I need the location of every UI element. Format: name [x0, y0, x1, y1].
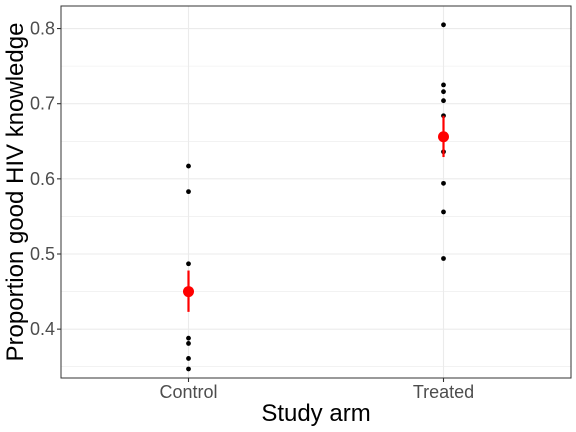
data-point [186, 341, 191, 346]
data-point [441, 209, 446, 215]
y-axis-ticks: 0.4 0.5 0.6 0.7 0.8 [30, 19, 61, 339]
data-point [186, 189, 191, 195]
x-tick-label: Control [159, 382, 217, 402]
y-axis-title: Proportion good HIV knowledge [2, 23, 29, 362]
x-tick-label: Treated [413, 382, 474, 402]
data-point [441, 89, 446, 95]
y-tick-label: 0.5 [30, 244, 55, 264]
mean-point [183, 286, 194, 298]
x-axis-ticks: Control Treated [159, 378, 474, 402]
data-points [186, 22, 446, 372]
data-point [186, 261, 191, 267]
data-point [186, 366, 191, 372]
data-point [186, 356, 191, 361]
summary-marks [183, 115, 449, 312]
mean-point [438, 131, 449, 143]
y-tick-label: 0.4 [30, 319, 55, 339]
panel-border [60, 5, 572, 379]
grid-minor [61, 65, 571, 368]
data-point [441, 98, 446, 104]
data-point [186, 335, 191, 341]
x-axis-title: Study arm [261, 400, 370, 427]
data-point [441, 256, 446, 261]
data-point [441, 180, 446, 186]
y-tick-label: 0.8 [30, 19, 55, 39]
data-point [441, 22, 446, 28]
y-tick-label: 0.7 [30, 94, 55, 114]
y-tick-label: 0.6 [30, 169, 55, 189]
data-point [186, 163, 191, 169]
grid-major [61, 6, 571, 378]
data-point [441, 82, 446, 88]
